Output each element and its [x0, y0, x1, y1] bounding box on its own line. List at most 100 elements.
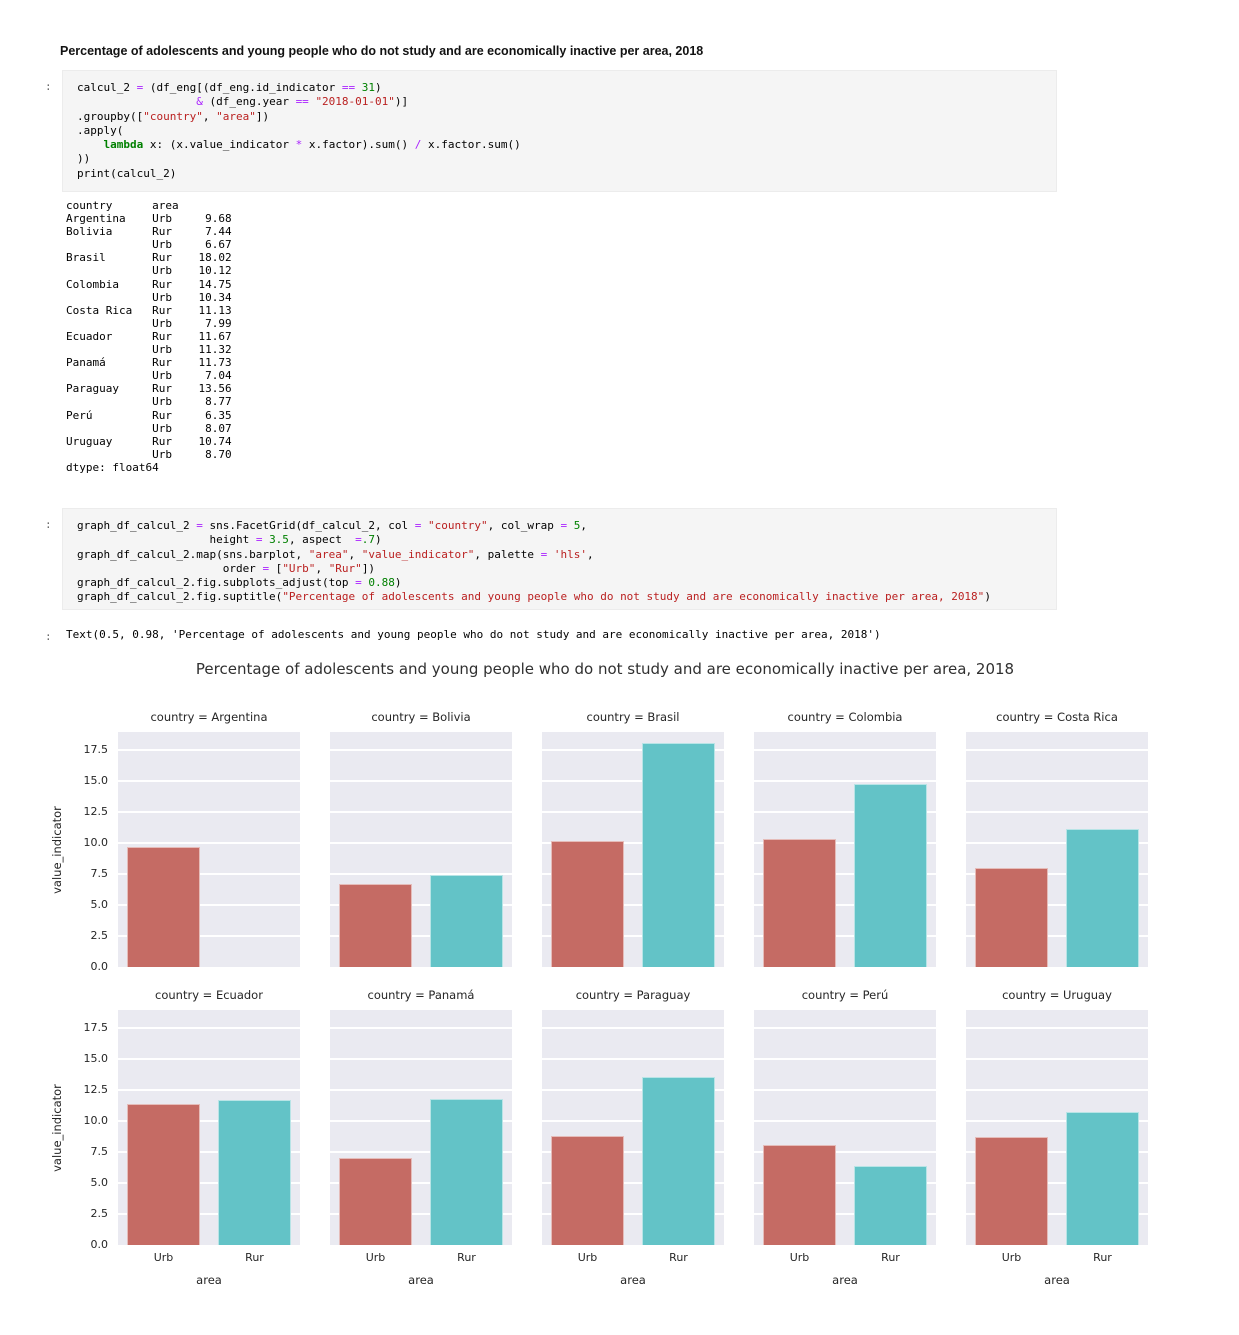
x-tick-label: Rur — [1093, 1251, 1112, 1264]
cell-prompt: : — [45, 518, 52, 531]
gridline — [754, 872, 936, 875]
facet-axes — [966, 1010, 1148, 1245]
gridline — [118, 1088, 300, 1091]
y-tick-label: 10.0 — [83, 1113, 109, 1127]
y-tick-label: 0.0 — [90, 960, 109, 973]
y-tick-label: 7.5 — [90, 1144, 109, 1158]
gridline — [330, 1026, 512, 1029]
bar-urb — [763, 838, 836, 967]
bar-urb — [127, 1104, 200, 1245]
gridline — [330, 1057, 512, 1060]
gridline — [542, 1026, 724, 1029]
gridline — [966, 1088, 1148, 1091]
gridline — [118, 872, 300, 875]
x-axis-label: area — [196, 1273, 222, 1287]
gridline — [542, 1150, 724, 1153]
facet-axes — [330, 732, 512, 967]
x-tick-label: Urb — [577, 1251, 598, 1264]
gridline — [118, 903, 300, 906]
code-line: .groupby(["country", "area"]) — [77, 109, 270, 123]
code-line: graph_df_calcul_2.fig.subplots_adjust(to… — [77, 576, 402, 590]
facet-subplot: country = Brasil — [542, 710, 724, 967]
facet-title: country = Paraguay — [575, 988, 691, 1002]
gridline — [754, 810, 936, 813]
code-cell-1[interactable]: calcul_2 = (df_eng[(df_eng.id_indicator … — [62, 70, 1057, 192]
gridline — [118, 810, 300, 813]
x-tick-label: Urb — [365, 1251, 386, 1264]
y-tick-label: 10.0 — [83, 835, 109, 849]
x-axis-label: area — [1044, 1273, 1070, 1287]
facet-subplot: country = Argentina — [118, 710, 300, 967]
code-line: order = ["Urb", "Rur"]) — [77, 561, 376, 575]
x-ticks: Urb Rur — [330, 1245, 512, 1271]
y-axis-label: value_indicator — [50, 1083, 64, 1172]
code-line: lambda x: (x.value_indicator * x.factor)… — [103, 138, 521, 152]
code-line: graph_df_calcul_2 = sns.FacetGrid(df_cal… — [77, 519, 587, 532]
code-line: graph_df_calcul_2.fig.suptitle("Percenta… — [77, 590, 991, 604]
gridline — [542, 1057, 724, 1060]
facet-axes — [754, 1010, 936, 1245]
gridline — [330, 779, 512, 782]
bar-urb — [551, 1136, 624, 1245]
y-tick-label: 15.0 — [83, 773, 109, 787]
gridline — [966, 1212, 1148, 1215]
y-tick-label: 15.0 — [83, 1051, 109, 1065]
y-tick-label: 0.0 — [90, 1238, 109, 1251]
facet-axes — [330, 1010, 512, 1245]
code-line: )) — [77, 152, 91, 166]
y-axis-gutter: value_indicator 0.0 2.5 5.0 7.5 10.0 12.5 15.0 1… — [50, 988, 118, 1289]
gridline — [330, 810, 512, 813]
gridline — [966, 1181, 1148, 1184]
gridline — [542, 1181, 724, 1184]
x-ticks: Urb Rur — [966, 1245, 1148, 1271]
facet-axes — [118, 732, 300, 967]
bar-urb — [975, 867, 1048, 967]
gridline — [754, 841, 936, 844]
chart-suptitle: Percentage of adolescents and young peop… — [195, 660, 1015, 678]
bar-rur — [642, 1076, 715, 1245]
bar-urb — [551, 841, 624, 967]
facet-subplot: country = Uruguay Urb Rur area — [966, 988, 1148, 1289]
bar-rur — [854, 783, 927, 967]
gridline — [966, 903, 1148, 906]
x-tick-label: Rur — [881, 1251, 900, 1264]
gridline — [754, 1181, 936, 1184]
gridline — [330, 841, 512, 844]
bar-urb — [339, 1157, 412, 1245]
gridline — [754, 748, 936, 751]
facet-title: country = Ecuador — [155, 988, 263, 1002]
gridline — [754, 1150, 936, 1153]
gridline — [966, 1119, 1148, 1122]
facet-axes — [754, 732, 936, 967]
gridline — [754, 1057, 936, 1060]
gridline — [542, 903, 724, 906]
facet-title: country = Argentina — [150, 710, 268, 724]
gridline — [542, 934, 724, 937]
x-tick-label: Rur — [245, 1251, 264, 1264]
code-cell-2[interactable]: graph_df_calcul_2 = sns.FacetGrid(df_cal… — [62, 508, 1057, 610]
gridline — [754, 779, 936, 782]
bar-urb — [763, 1144, 836, 1245]
facet-subplot: country = Colombia — [754, 710, 936, 967]
x-tick-label: Rur — [457, 1251, 476, 1264]
gridline — [754, 1119, 936, 1122]
x-ticks: Urb Rur — [542, 1245, 724, 1271]
gridline — [542, 1119, 724, 1122]
code-line: height = 3.5, aspect =.7) — [77, 533, 382, 547]
bar-rur — [642, 743, 715, 967]
x-axis-label: area — [620, 1273, 646, 1287]
y-axis-align: value_indicator 0.0 2.5 5.0 7.5 10.0 12.5 15.0 1… — [50, 732, 118, 973]
gridline — [754, 934, 936, 937]
facet-subplot: country = Perú Urb Rur area — [754, 988, 936, 1289]
code-line: .apply( — [77, 123, 124, 137]
bar-urb — [975, 1136, 1048, 1245]
facet-subplot: country = Ecuador Urb Rur area — [118, 988, 300, 1289]
gridline — [330, 1088, 512, 1091]
facet-subplot: country = Costa Rica — [966, 710, 1148, 967]
y-tick-label: 12.5 — [83, 1082, 109, 1096]
gridline — [966, 841, 1148, 844]
x-tick-label: Urb — [789, 1251, 810, 1264]
bar-rur — [1066, 1111, 1139, 1245]
gridline — [330, 1119, 512, 1122]
